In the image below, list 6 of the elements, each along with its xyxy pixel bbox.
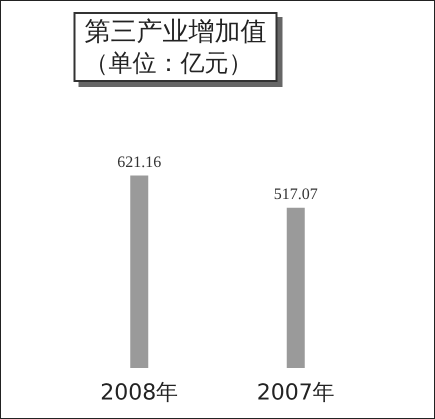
x-tick-label: 2007年 [256, 380, 335, 406]
data-label: 517.07 [274, 186, 318, 204]
chart-subtitle: （单位：亿元） [84, 49, 252, 77]
chart-title: 第三产业增加值 [84, 17, 266, 47]
x-tick-label: 2008年 [100, 380, 178, 406]
data-label: 621.16 [117, 154, 162, 171]
